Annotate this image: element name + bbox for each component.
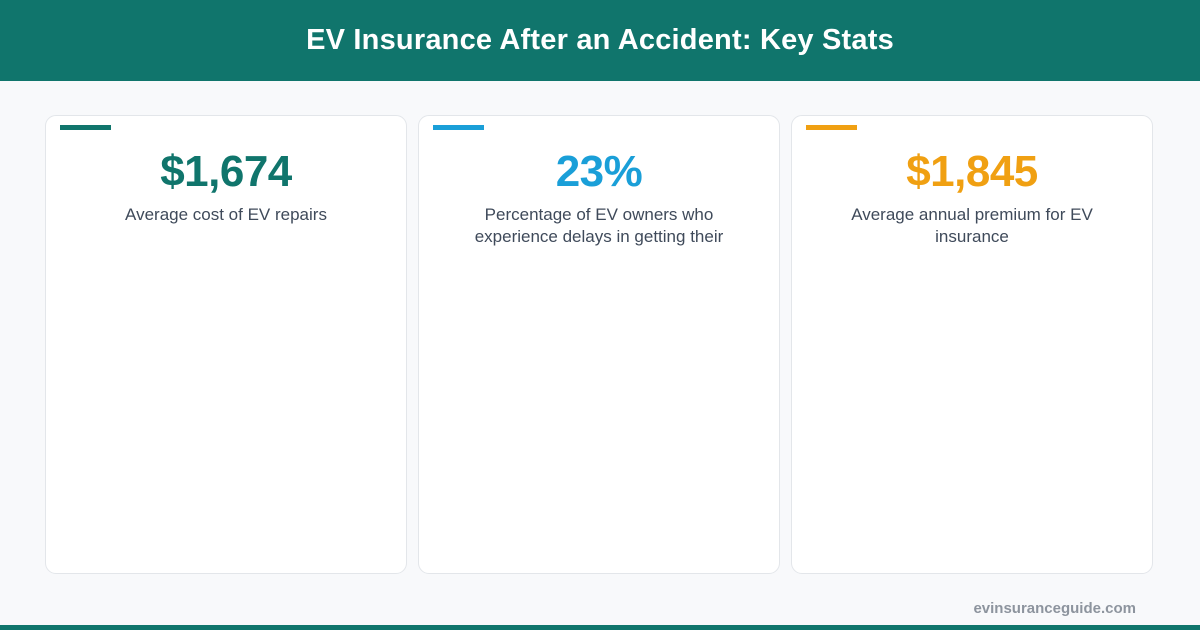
header-banner: EV Insurance After an Accident: Key Stat…: [0, 0, 1200, 81]
stat-card-repair-cost: $1,674 Average cost of EV repairs: [45, 115, 407, 574]
stat-value: 23%: [555, 147, 643, 196]
bottom-bar: [0, 625, 1200, 630]
footer-url: evinsuranceguide.com: [973, 600, 1136, 617]
stat-value: $1,674: [160, 147, 292, 196]
page-title: EV Insurance After an Accident: Key Stat…: [306, 24, 894, 56]
card-accent-bar: [433, 125, 484, 130]
stat-label: Percentage of EV owners who experience d…: [474, 205, 724, 246]
stat-label: Average annual premium for EV insurance: [851, 205, 1093, 246]
stat-value: $1,845: [906, 147, 1038, 196]
stat-label: Average cost of EV repairs: [125, 205, 327, 224]
stat-card-premium: $1,845 Average annual premium for EV ins…: [791, 115, 1153, 574]
card-accent-bar: [60, 125, 111, 130]
stat-card-delays: 23% Percentage of EV owners who experien…: [418, 115, 780, 574]
card-accent-bar: [806, 125, 857, 130]
